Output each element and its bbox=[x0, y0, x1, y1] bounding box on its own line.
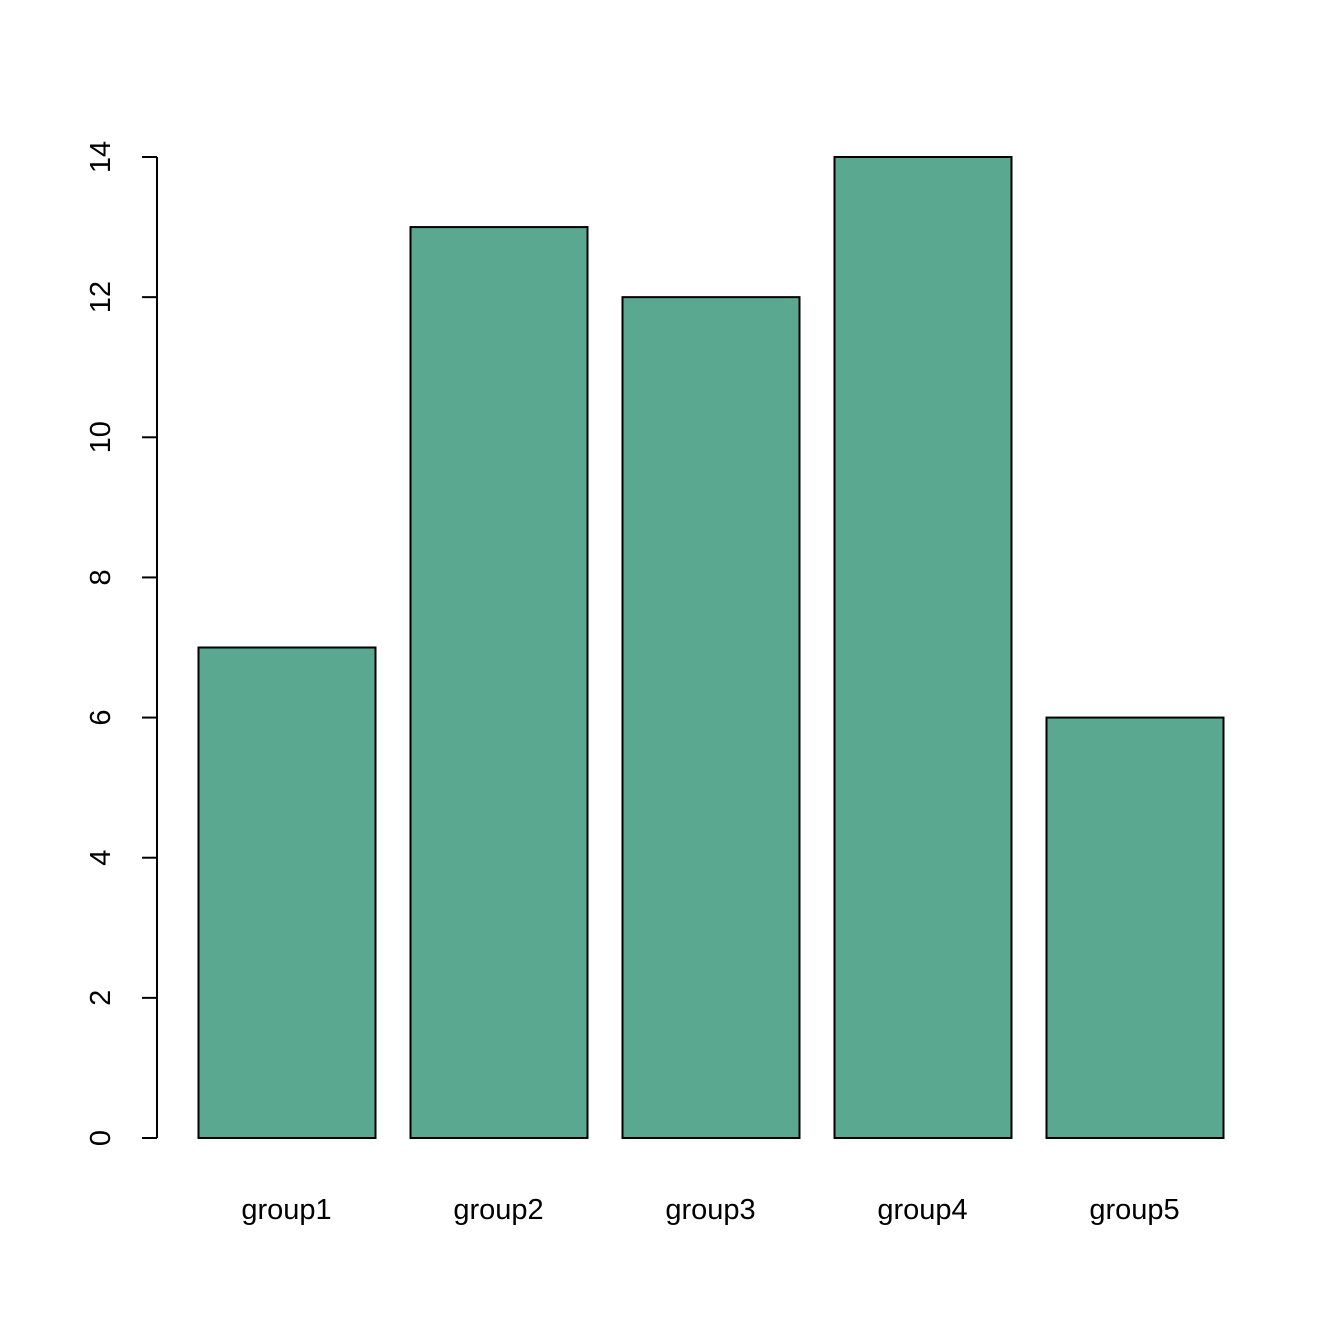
x-tick-label-group2: group2 bbox=[453, 1194, 543, 1226]
bar-group1 bbox=[197, 646, 377, 1139]
x-tick-label-group1: group1 bbox=[241, 1194, 331, 1226]
x-tick-label-group4: group4 bbox=[877, 1194, 967, 1226]
y-tick-label: 14 bbox=[85, 141, 117, 173]
x-axis-labels: group1 group2 group3 group4 group5 bbox=[241, 1194, 1179, 1226]
bar-group4 bbox=[833, 156, 1013, 1139]
y-tick-label: 2 bbox=[85, 990, 117, 1006]
bar-group2 bbox=[409, 226, 589, 1140]
y-tick-label: 4 bbox=[85, 850, 117, 866]
y-tick-label: 0 bbox=[85, 1130, 117, 1146]
bars-group bbox=[197, 156, 1225, 1140]
y-axis: 0 2 4 6 8 10 12 14 bbox=[85, 141, 158, 1146]
bar-group3 bbox=[621, 296, 801, 1139]
y-tick-label: 10 bbox=[85, 421, 117, 453]
y-tick-label: 12 bbox=[85, 281, 117, 313]
y-tick-label: 8 bbox=[85, 569, 117, 585]
x-tick-label-group5: group5 bbox=[1089, 1194, 1179, 1226]
x-tick-label-group3: group3 bbox=[665, 1194, 755, 1226]
bar-group5 bbox=[1045, 716, 1225, 1139]
y-tick-label: 6 bbox=[85, 710, 117, 726]
